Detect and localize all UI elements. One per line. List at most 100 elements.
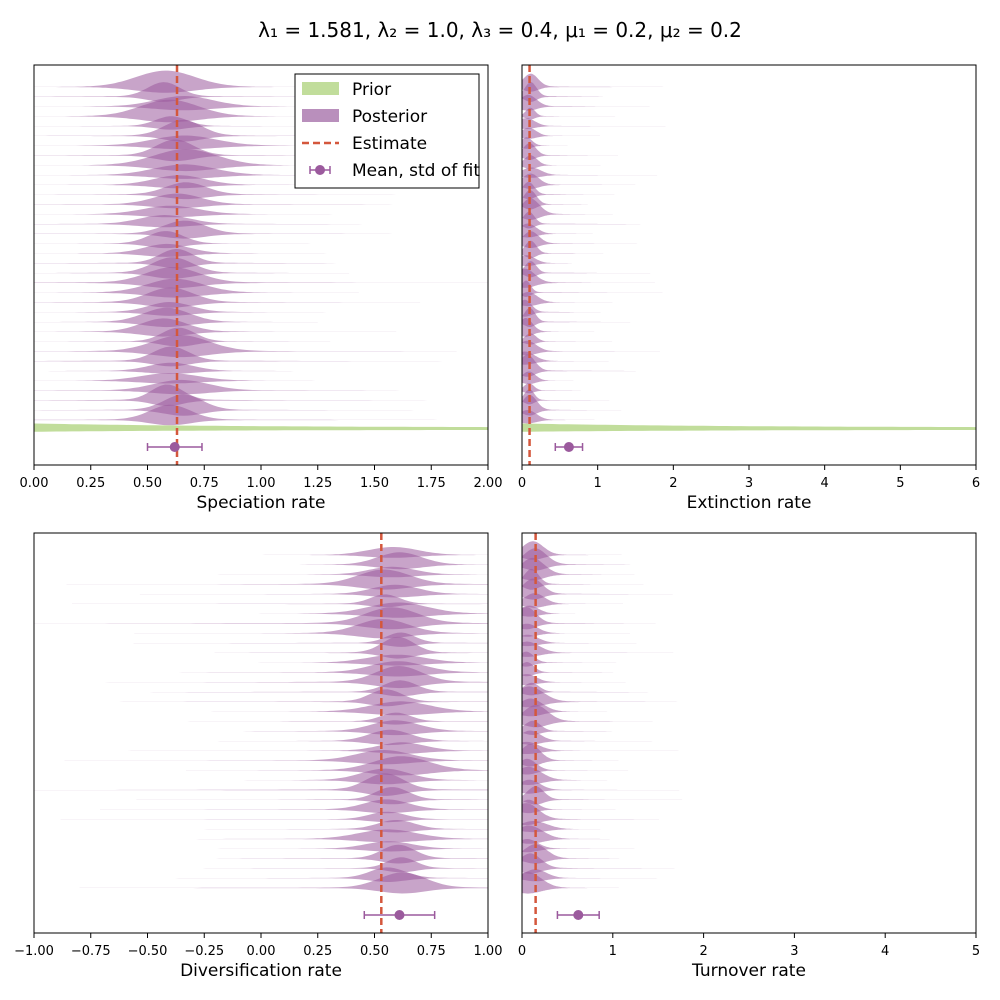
posterior-ridge [34, 119, 373, 142]
x-tick-label: 1.50 [360, 476, 389, 491]
plot-area [34, 65, 488, 465]
x-tick-label: 0 [518, 944, 526, 959]
posterior-ridge [34, 82, 422, 102]
posterior-ridge [34, 302, 440, 316]
plot-marks [34, 65, 488, 465]
x-tick-label: 5 [896, 476, 904, 491]
posterior-ridge [34, 220, 419, 239]
legend-swatch-fit-marker [315, 165, 325, 175]
posterior-ridge [67, 666, 488, 689]
x-tick-label: 2 [699, 944, 707, 959]
x-tick-label: 3 [790, 944, 798, 959]
posterior-ridge [522, 651, 656, 667]
posterior-ridge [34, 346, 488, 367]
x-tick-label: 4 [821, 476, 829, 491]
fit-mean-marker [394, 910, 405, 920]
fit-mean-marker [169, 442, 180, 452]
posterior-ridge [34, 318, 397, 337]
fit-mean-marker [563, 442, 574, 452]
posterior-ridge [522, 173, 636, 189]
posterior-ridge [186, 756, 488, 776]
x-tick-label: 0.00 [20, 476, 49, 491]
x-tick-label: 4 [881, 944, 889, 959]
posterior-ridge [100, 820, 488, 833]
posterior-ridge [522, 82, 649, 102]
x-tick-label: 0.50 [360, 944, 389, 959]
x-tick-label: 3 [745, 476, 753, 491]
posterior-ridge [522, 107, 619, 120]
x-tick-label: 1.00 [474, 944, 503, 959]
panel-turnover: 0 1 2 3 4 5 Turnover rate [518, 532, 980, 981]
legend: Prior Posterior Estimate Mean, std of fi… [294, 73, 480, 189]
posterior-ridge [139, 584, 488, 598]
x-tick-label: 1 [609, 944, 617, 959]
posterior-ridge [522, 198, 627, 220]
posterior-ridge [34, 278, 359, 298]
posterior-ridge [522, 779, 680, 794]
posterior-ridge [522, 799, 616, 814]
posterior-ridge [34, 404, 438, 426]
posterior-ridge [522, 744, 619, 767]
x-tick-label: 0 [518, 476, 526, 491]
posterior-ridge [159, 768, 488, 785]
axes-frame [521, 532, 977, 934]
x-tick-label: 2.00 [474, 476, 503, 491]
posterior-ridge [224, 547, 488, 558]
posterior-ridge [34, 373, 401, 384]
posterior-ridge [522, 557, 635, 581]
posterior-ridge [34, 257, 350, 279]
x-tick-label: 0.75 [417, 944, 446, 959]
posterior-ridge [146, 829, 488, 843]
posterior-ridge [522, 741, 683, 754]
x-tick-label: 6 [972, 476, 980, 491]
posterior-ridge [522, 606, 656, 630]
fit-mean-marker [573, 910, 584, 920]
posterior-ridge [34, 384, 441, 406]
prior-density [34, 423, 488, 432]
posterior-ridge [66, 569, 488, 590]
posterior-ridge [522, 143, 618, 160]
posterior-ridge [34, 182, 469, 200]
posterior-ridge [522, 292, 613, 307]
posterior-ridge [34, 149, 338, 172]
posterior-ridge [522, 371, 594, 385]
posterior-ridge [34, 193, 438, 209]
posterior-ridge [522, 786, 683, 805]
posterior-ridge [522, 766, 647, 785]
posterior-ridge [79, 872, 488, 894]
x-tick-label: 1.00 [247, 476, 276, 491]
x-tick-label: 2 [669, 476, 677, 491]
posterior-ridge [522, 568, 644, 590]
posterior-ridge [522, 730, 658, 745]
posterior-ridge [171, 701, 488, 716]
posterior-ridge [522, 869, 692, 882]
panel-speciation: 0.00 0.25 0.50 0.75 1.00 1.25 1.50 1.75 2.00 Spe… [20, 64, 503, 513]
posterior-ridge [522, 240, 609, 258]
x-tick-label: 1.25 [303, 476, 332, 491]
posterior-ridge [522, 181, 644, 200]
posterior-ridge [158, 857, 488, 873]
posterior-ridge [522, 844, 632, 864]
posterior-ridge [522, 383, 610, 394]
posterior-ridge [522, 605, 623, 617]
x-axis-ticks: −1.00 −0.75 −0.50 −0.25 0.00 0.25 0.50 0.75 1.00 [14, 933, 502, 959]
posterior-ridge [522, 394, 626, 416]
posterior-ridge [522, 94, 650, 111]
posterior-ridge [34, 394, 419, 416]
posterior-ridge [522, 578, 673, 600]
posterior-ridge [522, 641, 674, 657]
posterior-ridge [522, 662, 634, 677]
posterior-ridge [522, 318, 595, 337]
posterior-ridge [522, 821, 645, 833]
posterior-ridge [34, 287, 421, 308]
posterior-ridge [34, 231, 327, 249]
x-tick-label: 0.00 [247, 944, 276, 959]
x-axis-ticks: 0 1 2 3 4 5 [518, 933, 980, 959]
posterior-ridge [522, 340, 660, 356]
posterior-ridge [522, 231, 651, 248]
posterior-ridge [522, 872, 619, 894]
plot-area [522, 533, 693, 933]
posterior-ridge [522, 137, 609, 149]
posterior-ridge [522, 155, 601, 169]
